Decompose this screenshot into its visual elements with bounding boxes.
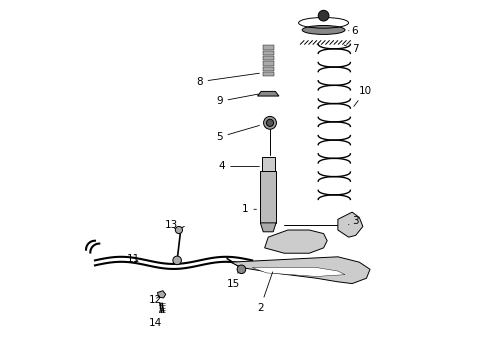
Circle shape bbox=[173, 256, 181, 265]
Text: 1: 1 bbox=[242, 204, 256, 214]
Polygon shape bbox=[231, 257, 370, 284]
Text: 12: 12 bbox=[148, 296, 162, 305]
Text: 9: 9 bbox=[216, 94, 258, 107]
Circle shape bbox=[318, 10, 329, 21]
Text: 5: 5 bbox=[216, 125, 260, 142]
Bar bbox=[262, 157, 275, 173]
Text: 4: 4 bbox=[219, 161, 259, 171]
Bar bbox=[263, 62, 273, 66]
Bar bbox=[263, 72, 273, 76]
Text: 8: 8 bbox=[196, 73, 259, 87]
Text: 14: 14 bbox=[148, 311, 162, 328]
Text: 3: 3 bbox=[348, 216, 358, 226]
Ellipse shape bbox=[302, 26, 345, 35]
Circle shape bbox=[175, 226, 182, 234]
Polygon shape bbox=[252, 267, 345, 276]
Text: 15: 15 bbox=[227, 273, 240, 289]
Bar bbox=[263, 45, 273, 50]
Text: 6: 6 bbox=[348, 26, 358, 36]
Bar bbox=[263, 67, 273, 71]
Polygon shape bbox=[338, 212, 363, 237]
Circle shape bbox=[264, 116, 276, 129]
Polygon shape bbox=[258, 91, 279, 96]
Text: 11: 11 bbox=[127, 254, 140, 264]
Text: 7: 7 bbox=[344, 44, 358, 54]
Circle shape bbox=[237, 265, 245, 274]
Bar bbox=[263, 56, 273, 60]
Polygon shape bbox=[157, 291, 166, 298]
Circle shape bbox=[267, 119, 273, 126]
Text: 10: 10 bbox=[354, 86, 372, 106]
Text: 2: 2 bbox=[257, 272, 272, 312]
Bar bbox=[260, 171, 276, 223]
Text: 13: 13 bbox=[165, 220, 178, 230]
Polygon shape bbox=[260, 223, 276, 232]
Bar bbox=[263, 51, 273, 55]
Polygon shape bbox=[265, 230, 327, 253]
